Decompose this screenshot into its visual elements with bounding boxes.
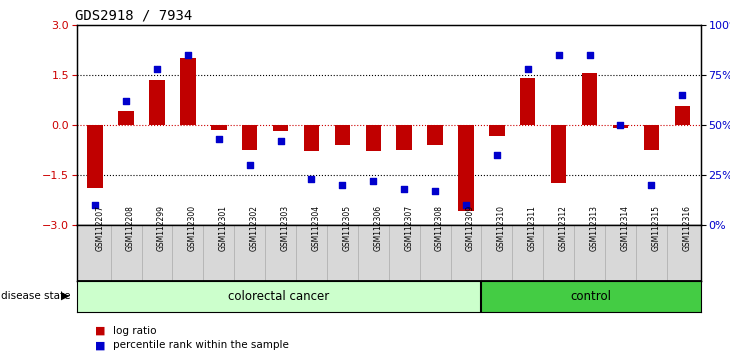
Text: GSM112315: GSM112315: [651, 205, 661, 251]
Point: [399, 186, 410, 192]
Text: GSM112302: GSM112302: [250, 205, 258, 251]
Text: GSM112301: GSM112301: [219, 205, 228, 251]
Point: [120, 98, 132, 104]
Text: GSM112312: GSM112312: [558, 205, 568, 251]
Point: [584, 52, 596, 58]
Point: [677, 92, 688, 98]
Point: [429, 188, 441, 194]
Point: [182, 52, 193, 58]
Text: GSM112306: GSM112306: [373, 205, 383, 251]
Text: GDS2918 / 7934: GDS2918 / 7934: [75, 8, 193, 22]
Point: [645, 182, 657, 188]
Bar: [551, 125, 566, 183]
Bar: [458, 125, 474, 211]
Text: GSM112208: GSM112208: [126, 205, 135, 251]
Text: GSM112304: GSM112304: [312, 205, 320, 251]
Point: [151, 66, 163, 72]
Point: [244, 162, 256, 168]
Text: disease state: disease state: [1, 291, 71, 301]
Text: GSM112313: GSM112313: [590, 205, 599, 251]
Text: GSM112300: GSM112300: [188, 205, 197, 251]
Point: [337, 182, 348, 188]
Bar: [481, 281, 701, 312]
Bar: [644, 125, 659, 150]
Bar: [304, 125, 319, 152]
Bar: [396, 125, 412, 150]
Text: GSM112299: GSM112299: [157, 205, 166, 251]
Bar: [366, 125, 381, 152]
Point: [89, 202, 101, 207]
Bar: [489, 125, 504, 136]
Bar: [612, 125, 629, 128]
Text: ■: ■: [95, 326, 105, 336]
Point: [274, 138, 286, 144]
Text: ▶: ▶: [61, 291, 69, 301]
Point: [615, 122, 626, 128]
Text: GSM112207: GSM112207: [95, 205, 104, 251]
Text: GSM112303: GSM112303: [280, 205, 290, 251]
Bar: [582, 73, 597, 125]
Bar: [118, 112, 134, 125]
Bar: [427, 125, 443, 145]
Text: control: control: [571, 290, 612, 303]
Text: GSM112307: GSM112307: [404, 205, 413, 251]
Point: [367, 178, 379, 184]
Bar: [149, 80, 165, 125]
Text: GSM112309: GSM112309: [466, 205, 475, 251]
Point: [522, 66, 534, 72]
Text: GSM112310: GSM112310: [497, 205, 506, 251]
Text: colorectal cancer: colorectal cancer: [228, 290, 330, 303]
Point: [213, 136, 225, 142]
Text: ■: ■: [95, 340, 105, 350]
Text: GSM112311: GSM112311: [528, 205, 537, 251]
Bar: [88, 125, 103, 188]
Text: GSM112314: GSM112314: [620, 205, 629, 251]
Bar: [334, 125, 350, 145]
Point: [491, 152, 503, 158]
Point: [553, 52, 564, 58]
Text: log ratio: log ratio: [113, 326, 157, 336]
Point: [306, 176, 318, 182]
Bar: [180, 58, 196, 125]
Text: GSM112308: GSM112308: [435, 205, 444, 251]
Bar: [520, 78, 536, 125]
Bar: [273, 125, 288, 131]
Bar: [211, 125, 226, 130]
Bar: [242, 125, 258, 150]
Text: percentile rank within the sample: percentile rank within the sample: [113, 340, 289, 350]
Text: GSM112316: GSM112316: [683, 205, 691, 251]
Bar: [77, 281, 481, 312]
Bar: [675, 107, 690, 125]
Text: GSM112305: GSM112305: [342, 205, 351, 251]
Point: [460, 202, 472, 207]
